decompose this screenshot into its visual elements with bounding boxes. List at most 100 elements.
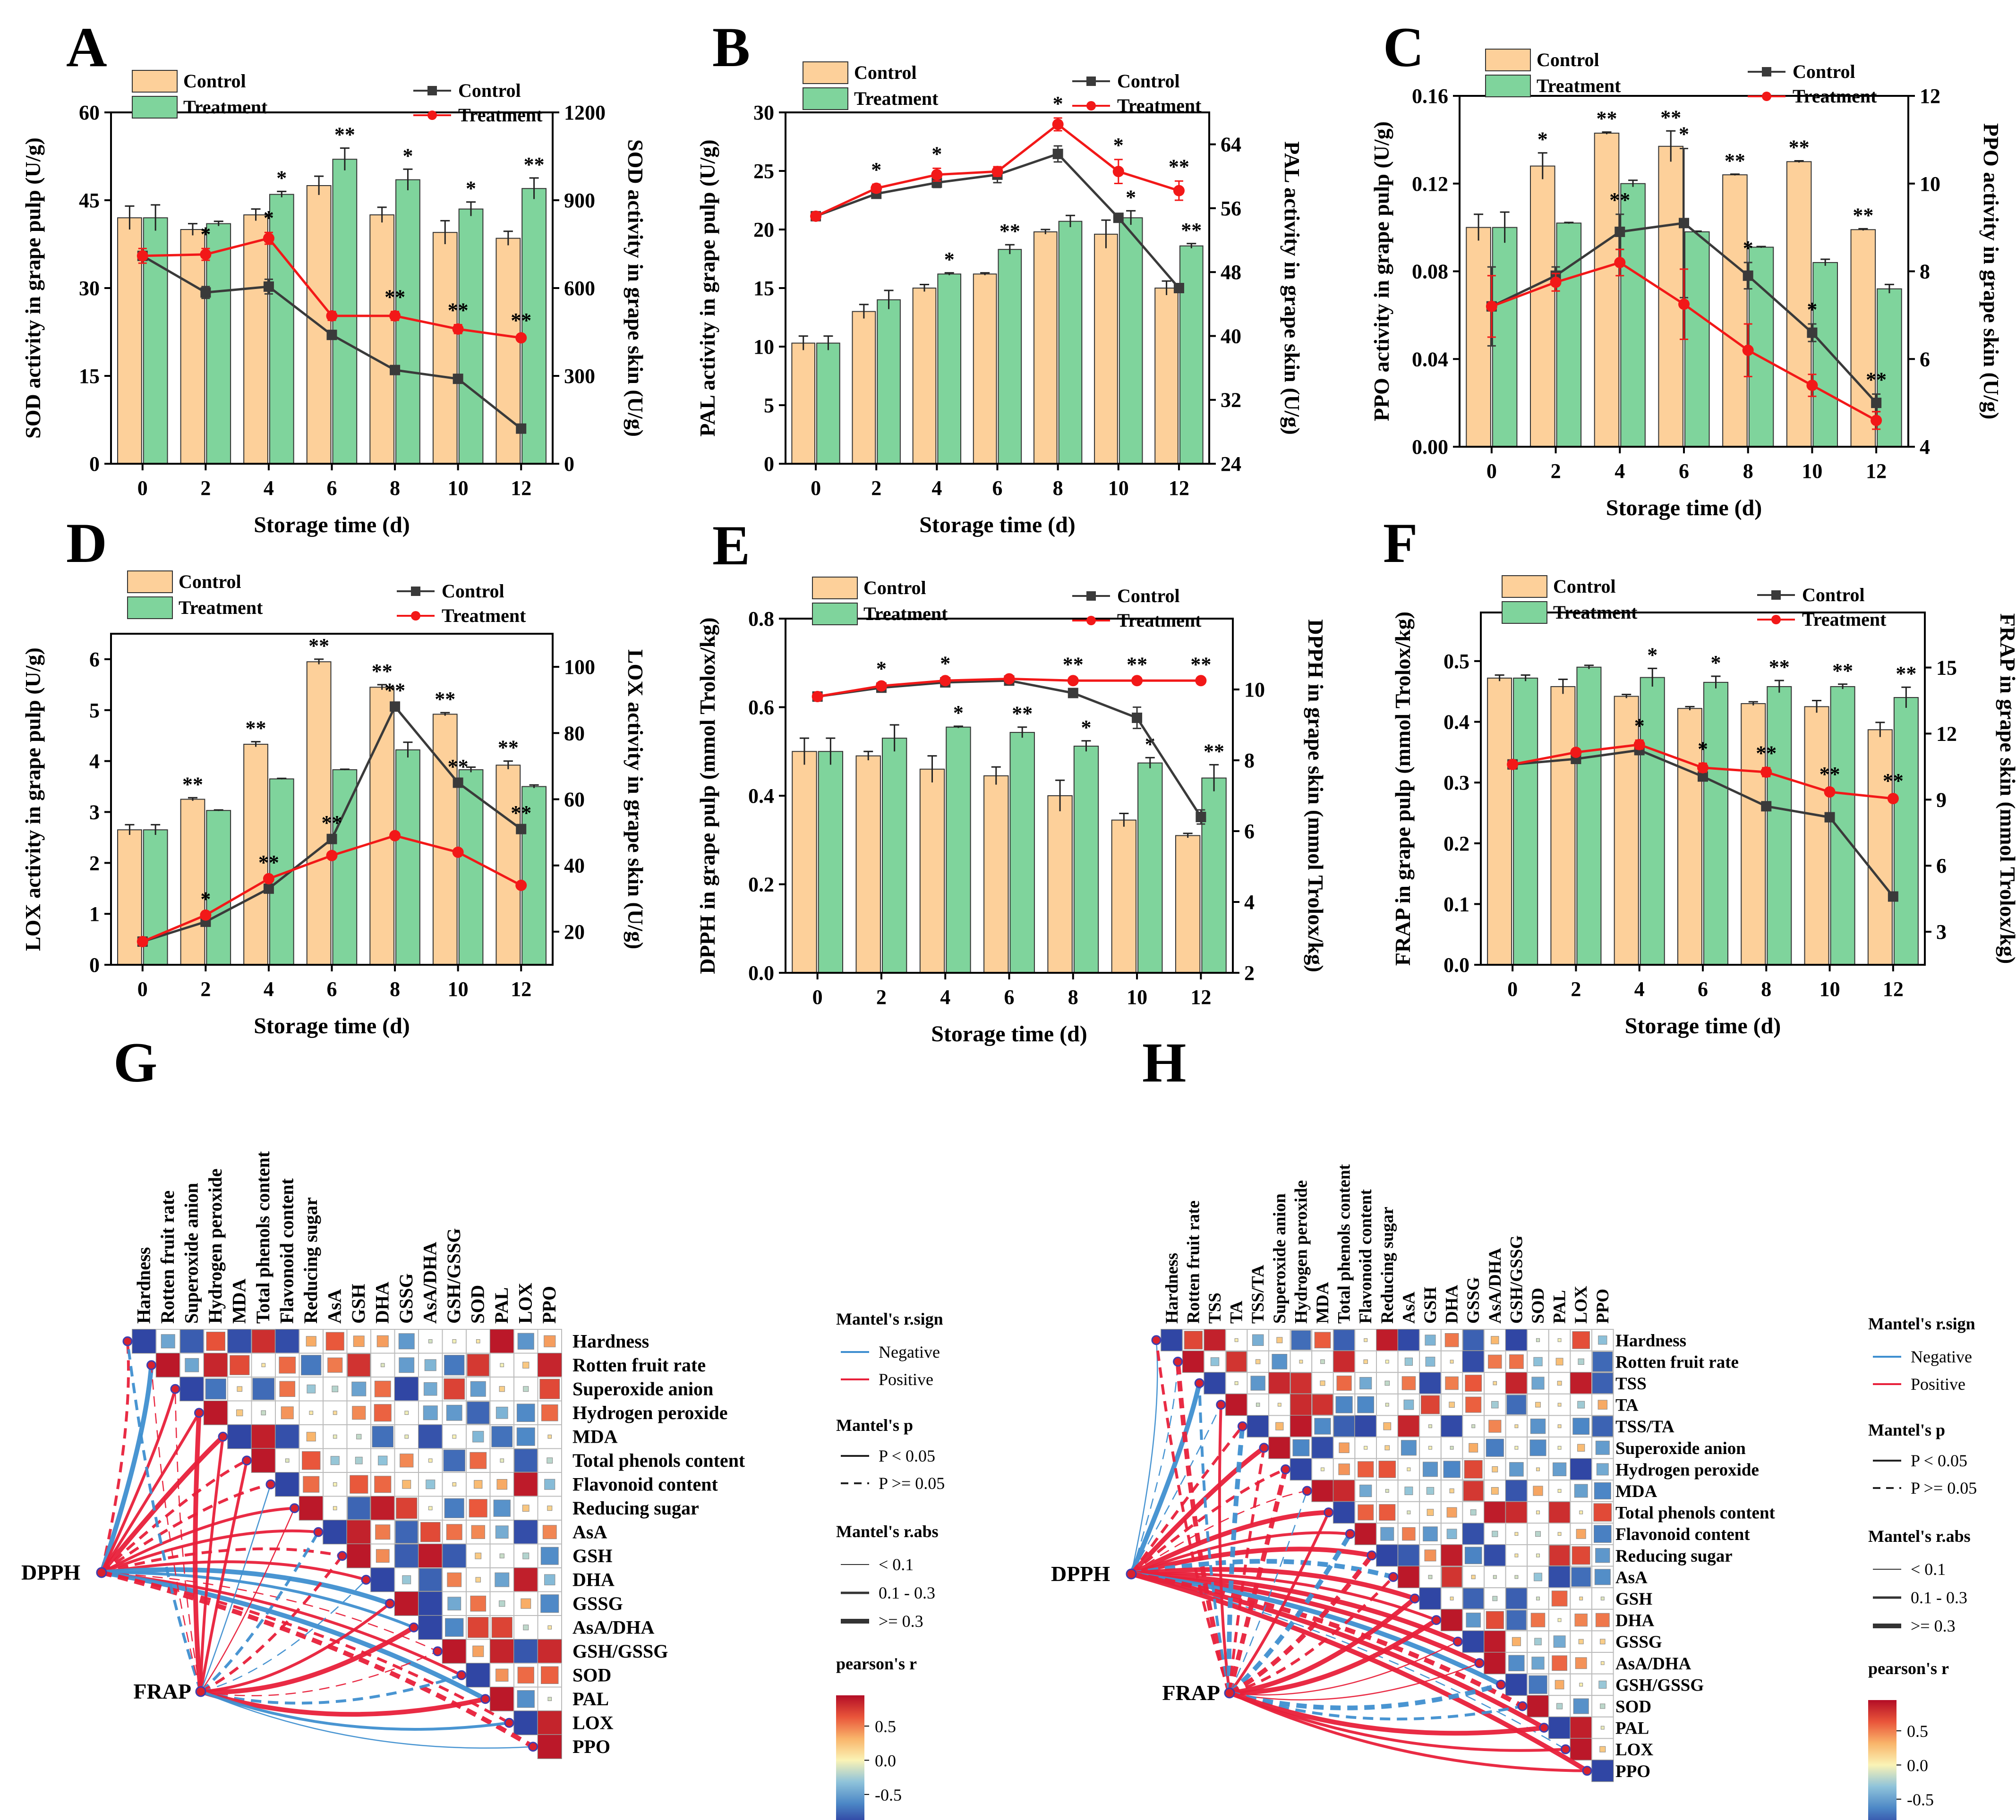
mantel-edge-negative bbox=[1198, 1383, 1231, 1693]
heatmap-cell bbox=[1272, 1354, 1288, 1369]
marker-control bbox=[1807, 327, 1818, 338]
y-tick-label-right: 48 bbox=[1221, 261, 1241, 284]
heatmap-cell bbox=[333, 1506, 337, 1511]
heatmap-cell bbox=[333, 1482, 337, 1487]
heatmap-cell bbox=[132, 1329, 156, 1353]
mantel-edge-positive bbox=[200, 1650, 438, 1696]
heatmap-cell bbox=[327, 1357, 343, 1373]
legend-title-abs: Mantel's r.abs bbox=[836, 1522, 939, 1541]
mantel-edge-positive bbox=[1130, 1425, 1244, 1575]
heatmap-cell bbox=[306, 1336, 316, 1347]
heatmap-cell bbox=[1441, 1609, 1463, 1631]
mantel-edge-negative bbox=[1130, 1340, 1158, 1574]
significance-mark: ** bbox=[1169, 155, 1189, 178]
heatmap-cell bbox=[1161, 1329, 1183, 1352]
row-label: Rotten fruit rate bbox=[572, 1354, 706, 1376]
heatmap-cell bbox=[495, 1406, 508, 1419]
heatmap-cell bbox=[307, 1384, 316, 1394]
heatmap-cell bbox=[1594, 1569, 1611, 1585]
mantel-edge-positive bbox=[100, 1341, 130, 1573]
row-label: LOX bbox=[1615, 1740, 1653, 1760]
heatmap-cell bbox=[333, 1434, 337, 1439]
x-axis-label: Storage time (d) bbox=[931, 1021, 1087, 1046]
heatmap-cell bbox=[275, 1424, 299, 1449]
heatmap-cell bbox=[1441, 1415, 1463, 1437]
heatmap-cell bbox=[1312, 1394, 1333, 1415]
heatmap-cell bbox=[1596, 1463, 1609, 1476]
panel-C: C*** ***************0 2 4 6 8 10 120.000.040.08… bbox=[1369, 16, 2003, 520]
heatmap-cell bbox=[230, 1355, 250, 1375]
legend-abs-label: >= 0.3 bbox=[1911, 1616, 1956, 1635]
panel-label: D bbox=[66, 511, 107, 574]
heatmap-cell bbox=[179, 1377, 204, 1401]
significance-mark: * bbox=[876, 657, 887, 680]
heatmap-cell bbox=[1598, 1680, 1607, 1689]
heatmap-cell bbox=[374, 1404, 392, 1422]
y-tick-label-left: 0.0 bbox=[748, 961, 774, 985]
edge-endpoint bbox=[528, 1742, 538, 1752]
heatmap-cell bbox=[1556, 1703, 1563, 1709]
y-tick-label-right: 4 bbox=[1920, 435, 1930, 459]
panel-label: E bbox=[712, 514, 750, 577]
column-label: PAL bbox=[1550, 1290, 1570, 1324]
legend-bar-swatch bbox=[1485, 75, 1531, 97]
significance-mark: ** bbox=[498, 736, 519, 759]
bar-control bbox=[495, 765, 521, 965]
heatmap-cell bbox=[1359, 1377, 1372, 1390]
source-node-label: DPPH bbox=[21, 1560, 80, 1584]
bar-control bbox=[1094, 233, 1118, 464]
heatmap-cell bbox=[1354, 1415, 1377, 1437]
heatmap-cell bbox=[395, 1521, 418, 1544]
heatmap-cell bbox=[1557, 1424, 1562, 1429]
heatmap-cell bbox=[1491, 1336, 1499, 1344]
legend-bar-label: Treatment bbox=[1537, 75, 1621, 96]
legend-marker bbox=[427, 86, 437, 95]
bar-treatment bbox=[1620, 183, 1646, 447]
column-label: Superoxide anion bbox=[180, 1183, 202, 1324]
marker-treatment bbox=[263, 232, 274, 244]
bar-treatment bbox=[1179, 245, 1204, 464]
heatmap-cell bbox=[538, 1353, 562, 1378]
mantel-edge-negative bbox=[126, 1341, 202, 1692]
bar-treatment bbox=[1703, 681, 1729, 965]
y-tick-label-left: 25 bbox=[753, 160, 774, 183]
heatmap-cell bbox=[394, 1591, 419, 1616]
bar-treatment bbox=[332, 769, 358, 965]
heatmap-cell bbox=[400, 1454, 414, 1468]
heatmap-cell bbox=[447, 1597, 461, 1611]
legend-abs-label: < 0.1 bbox=[879, 1555, 914, 1574]
heatmap-cell bbox=[1450, 1446, 1454, 1450]
legend-bar-swatch bbox=[127, 596, 173, 619]
heatmap-cell bbox=[1549, 1545, 1570, 1566]
y-tick-label-left: 0.1 bbox=[1444, 893, 1469, 916]
y-tick-label-left: 0.0 bbox=[1444, 953, 1469, 977]
y-axis-label-right: FRAP in grape skin (mmol Trolox/kg) bbox=[1996, 613, 2016, 964]
heatmap-cell bbox=[1512, 1637, 1521, 1646]
heatmap-cell bbox=[1535, 1531, 1541, 1537]
mantel-edge-negative bbox=[200, 1691, 533, 1749]
significance-mark: * bbox=[1807, 298, 1817, 321]
x-tick-label: 10 bbox=[1820, 978, 1840, 1001]
source-node-label: FRAP bbox=[1162, 1681, 1220, 1705]
heatmap-cell bbox=[491, 1617, 513, 1638]
bar-treatment bbox=[937, 273, 962, 464]
y-tick-label-right: 64 bbox=[1221, 133, 1241, 156]
x-tick-label: 8 bbox=[1068, 986, 1078, 1009]
heatmap-cell bbox=[423, 1382, 437, 1396]
legend-title-sign: Mantel's r.sign bbox=[836, 1310, 943, 1328]
heatmap-cell bbox=[1256, 1403, 1260, 1407]
heatmap-cell bbox=[1462, 1630, 1485, 1653]
heatmap-cell bbox=[1311, 1437, 1334, 1459]
legend-title-sign: Mantel's r.sign bbox=[1868, 1314, 1975, 1333]
legend-p-label: P < 0.05 bbox=[879, 1446, 935, 1465]
column-label: Flavonoid content bbox=[1356, 1189, 1375, 1324]
source-node bbox=[96, 1567, 107, 1578]
heatmap-cell bbox=[355, 1456, 363, 1464]
heatmap-cell bbox=[1579, 1597, 1583, 1600]
significance-mark: * bbox=[953, 701, 964, 724]
y-tick-label-right: 8 bbox=[1920, 260, 1930, 283]
heatmap-cell bbox=[285, 1458, 290, 1463]
heatmap-cell bbox=[1256, 1359, 1261, 1364]
heatmap-cell bbox=[299, 1496, 324, 1521]
